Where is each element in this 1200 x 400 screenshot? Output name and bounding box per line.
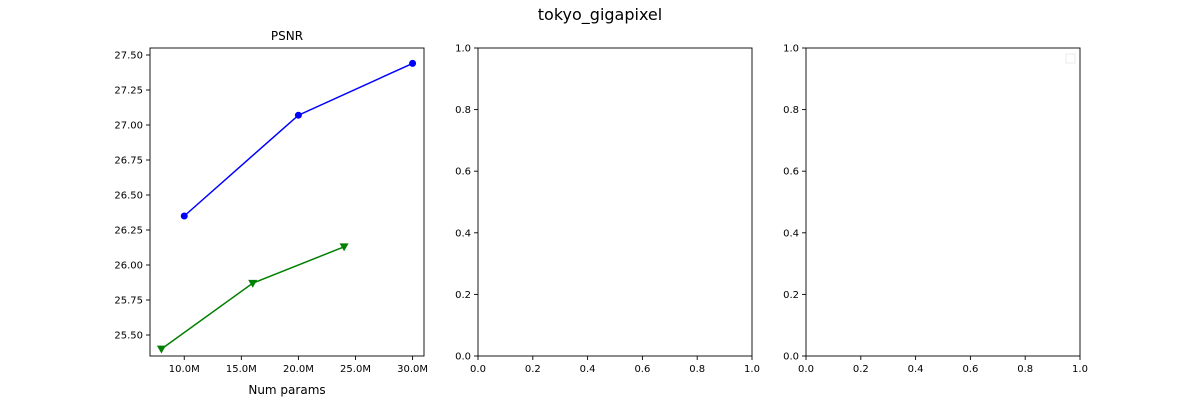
x-tick-label: 0.4 [580, 364, 596, 375]
x-tick-label: 10.0M [169, 364, 200, 375]
series-1-point [294, 111, 302, 119]
x-tick-label: 0.8 [1017, 364, 1033, 375]
y-tick-label: 25.50 [114, 331, 143, 342]
x-tick-label: 25.0M [340, 364, 371, 375]
legend-box [1065, 53, 1076, 64]
y-tick-label: 0.6 [783, 167, 799, 178]
y-tick-label: 26.25 [114, 226, 143, 237]
series-1-point [180, 212, 188, 220]
figure-suptitle: tokyo_gigapixel [538, 5, 662, 25]
x-axis-label: Num params [248, 383, 325, 397]
y-tick-label: 0.6 [455, 167, 471, 178]
plot-frame [805, 47, 1081, 357]
x-tick-label: 15.0M [226, 364, 257, 375]
y-tick-label: 0.2 [783, 290, 799, 301]
y-tick-label: 1.0 [783, 44, 799, 55]
x-tick-label: 0.2 [853, 364, 869, 375]
y-tick-label: 26.75 [114, 156, 143, 167]
x-tick-label: 0.2 [525, 364, 541, 375]
subplot-2: 0.0 0.2 0.4 0.6 0.8 1.0 0.0 0.2 0.4 0.6 0.8 1.0 [455, 44, 760, 376]
x-tick-label: 30.0M [397, 364, 428, 375]
plot-frame [149, 47, 425, 357]
x-tick-label: 0.8 [689, 364, 705, 375]
x-tick-label: 1.0 [1072, 364, 1088, 375]
x-tick-label: 0.4 [908, 364, 924, 375]
series-2-point [248, 279, 258, 288]
y-tick-label: 0.8 [783, 105, 799, 116]
series-2-point [339, 243, 349, 252]
y-tick-label: 0.4 [455, 228, 471, 239]
series-2-line [160, 246, 345, 350]
y-tick-label: 27.25 [114, 86, 143, 97]
series-2-point [156, 345, 166, 354]
y-tick-label: 0.0 [783, 352, 799, 363]
y-tick-label: 26.50 [114, 191, 143, 202]
series-1-point [409, 59, 417, 67]
x-tick-label: 1.0 [744, 364, 760, 375]
x-tick-label: 0.0 [470, 364, 486, 375]
subplot-1-title: PSNR [271, 29, 303, 43]
y-tick-label: 27.50 [114, 51, 143, 62]
subplot-3: 0.0 0.2 0.4 0.6 0.8 1.0 0.0 0.2 0.4 0.6 0.8 1.0 [783, 44, 1088, 376]
series-1-line [183, 62, 413, 217]
y-tick-label: 27.00 [114, 121, 143, 132]
y-tick-label: 0.0 [455, 352, 471, 363]
y-tick-label: 1.0 [455, 44, 471, 55]
plot-frame [477, 47, 753, 357]
x-tick-label: 0.6 [634, 364, 650, 375]
y-tick-label: 26.00 [114, 261, 143, 272]
y-tick-label: 0.4 [783, 228, 799, 239]
y-tick-label: 25.75 [114, 296, 143, 307]
subplots: PSNR 10.0M 15.0M 20.0M 25.0M 30.0M 25.50 25.75 2… [114, 29, 1088, 397]
subplot-1: PSNR 10.0M 15.0M 20.0M 25.0M 30.0M 25.50 25.75 2… [114, 29, 428, 397]
x-tick-label: 20.0M [283, 364, 314, 375]
x-tick-label: 0.0 [798, 364, 814, 375]
y-tick-label: 0.8 [455, 105, 471, 116]
x-tick-label: 0.6 [962, 364, 978, 375]
y-tick-label: 0.2 [455, 290, 471, 301]
